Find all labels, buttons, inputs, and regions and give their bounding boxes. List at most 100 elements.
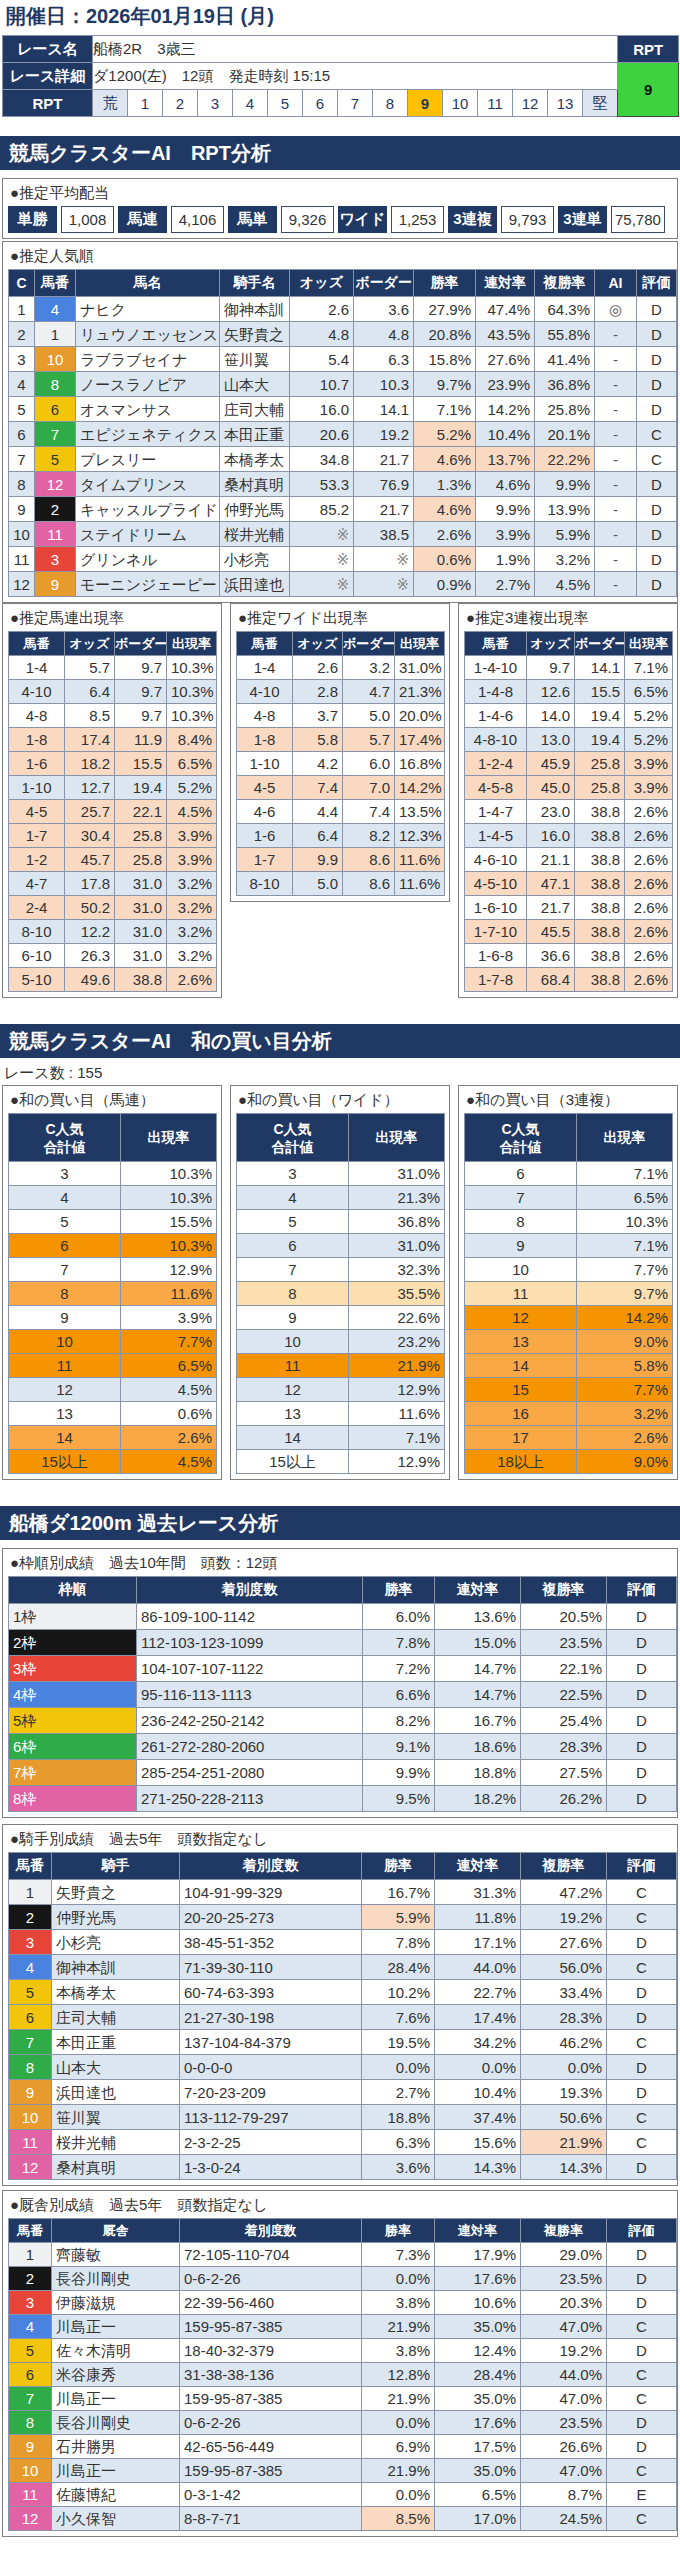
stable-name-cell: 川島正一 [52,2315,180,2339]
win-rate-cell: 7.2% [363,1656,435,1682]
race-name-label: レース名 [3,36,93,63]
combo-cell: 1-6-8 [465,944,527,968]
horse-number-cell: 11 [35,522,76,547]
horse-number-cell: 11 [9,2130,52,2155]
rate-cell: 12.9% [349,1450,445,1474]
odds-cell: 23.0 [527,800,575,824]
win-rate-cell: 20.8% [414,322,476,347]
jockey-name-cell: 浜田達也 [52,2080,180,2105]
jockey-name-cell: 仲野光馬 [220,497,290,522]
rank-cell: 9 [9,497,35,522]
jockey-name-cell: 桑村真明 [52,2155,180,2180]
combo-cell: 1-6 [9,752,65,776]
rpt-scale-cell: 11 [478,90,513,117]
show-rate-cell: 8.7% [521,2483,607,2507]
horse-number-cell: 8 [9,2055,52,2080]
wa-wide-box: ●和の買い目（ワイド） C人気合計値出現率 331.0%421.3%536.8%… [230,1085,450,1480]
sum-cell: 11 [237,1354,349,1378]
rate-cell: 2.6% [625,824,673,848]
table-row: 8-105.08.611.6% [237,872,445,896]
border-cell: 38.8 [575,872,625,896]
horse-number-cell: 5 [9,2339,52,2363]
rpt-scale-cell: 10 [443,90,478,117]
combo-cell: 4-10 [237,680,293,704]
rate-cell: 7.1% [577,1162,673,1186]
eval-cell: D [607,1630,677,1656]
table-row: 1-6-836.638.82.6% [465,944,673,968]
win-rate-cell: 6.0% [363,1604,435,1630]
table-row: 76.5% [465,1186,673,1210]
jockey-name-cell: 矢野貴之 [220,322,290,347]
table-row: 1矢野貴之104-91-99-32916.7%31.3%47.2%C [9,1880,677,1905]
table-row: 4-717.831.03.2% [9,872,217,896]
horse-number-cell: 3 [35,547,76,572]
horse-name-cell: タイムプリンス [76,472,220,497]
rank-cell: 3 [9,347,35,372]
record-cell: 0-3-1-42 [180,2483,362,2507]
column-header: C人気合計値 [465,1114,577,1162]
sum-cell: 14 [465,1354,577,1378]
table-row: 4-88.59.710.3% [9,704,217,728]
table-row: 2仲野光馬20-20-25-2735.9%11.8%19.2%C [9,1905,677,1930]
eval-cell: C [637,422,677,447]
quinella-rate-cell: 37.4% [435,2105,521,2130]
quinella-rate-cell: 27.6% [476,347,535,372]
eval-cell: C [637,447,677,472]
show-rate-cell: 21.9% [521,2130,607,2155]
record-cell: 71-39-30-110 [180,1955,362,1980]
quinella-rate-cell: 17.6% [435,2267,521,2291]
show-rate-cell: 23.5% [521,1630,607,1656]
rate-cell: 22.6% [349,1306,445,1330]
win-rate-cell: 5.9% [362,1905,435,1930]
combo-cell: 4-5-10 [465,872,527,896]
record-cell: 0-0-0-0 [180,2055,362,2080]
record-cell: 86-109-100-1142 [137,1604,363,1630]
rate-cell: 6.5% [167,752,217,776]
quinella-rate-cell: 6.5% [435,2483,521,2507]
record-cell: 95-116-113-1113 [137,1682,363,1708]
combo-cell: 1-7 [237,848,293,872]
record-cell: 20-20-25-273 [180,1905,362,1930]
table-row: 4枠95-116-113-11136.6%14.7%22.5%D [9,1682,677,1708]
horse-name-cell: ノースラノピア [76,372,220,397]
eval-cell: C [607,1905,677,1930]
table-row: 1-4-516.038.82.6% [465,824,673,848]
rate-cell: 15.5% [121,1210,217,1234]
payout-row: 単勝1,008馬連4,106馬単9,326ワイド1,2533連複9,7933連単… [8,206,672,233]
quinella-rate-cell: 14.7% [435,1656,521,1682]
column-header: 出現率 [395,632,445,656]
table-row: 631.0% [237,1234,445,1258]
rate-cell: 10.3% [121,1234,217,1258]
section-header-wa-analysis: 競馬クラスターAI 和の買い目分析 [0,1024,680,1058]
sum-cell: 11 [465,1282,577,1306]
waku-cell: 1枠 [9,1604,137,1630]
rpt-scale-cell: 荒 [93,90,128,117]
eval-cell: D [607,1682,677,1708]
table-row: 536.8% [237,1210,445,1234]
show-rate-cell: 20.1% [535,422,595,447]
border-cell: 38.8 [575,848,625,872]
column-header: 勝率 [362,1853,435,1880]
eval-cell: D [637,472,677,497]
combo-cell: 1-4 [237,656,293,680]
quinella-rate-cell: 4.6% [476,472,535,497]
show-rate-cell: 36.8% [535,372,595,397]
column-header: 騎手 [52,1853,180,1880]
horse-number-cell: 2 [35,497,76,522]
horse-number-cell: 4 [9,2315,52,2339]
rate-cell: 2.6% [625,848,673,872]
table-row: 48ノースラノピア山本大10.710.39.7%23.9%36.8%-D [9,372,677,397]
payout-type-label: 単勝 [8,206,57,233]
rate-cell: 10.3% [121,1186,217,1210]
eval-cell: D [607,2005,677,2030]
waku-cell: 6枠 [9,1734,137,1760]
odds-cell: 68.4 [527,968,575,992]
sum-cell: 14 [237,1426,349,1450]
border-cell: 31.0 [115,872,167,896]
column-header: 勝率 [363,1577,435,1604]
quinella-rate-cell: 28.4% [435,2363,521,2387]
wa-sanrenpuku-title: ●和の買い目（3連複） [464,1089,672,1113]
border-cell: 7.4 [343,800,395,824]
eval-cell: C [607,2130,677,2155]
horse-number-cell: 4 [35,297,76,322]
